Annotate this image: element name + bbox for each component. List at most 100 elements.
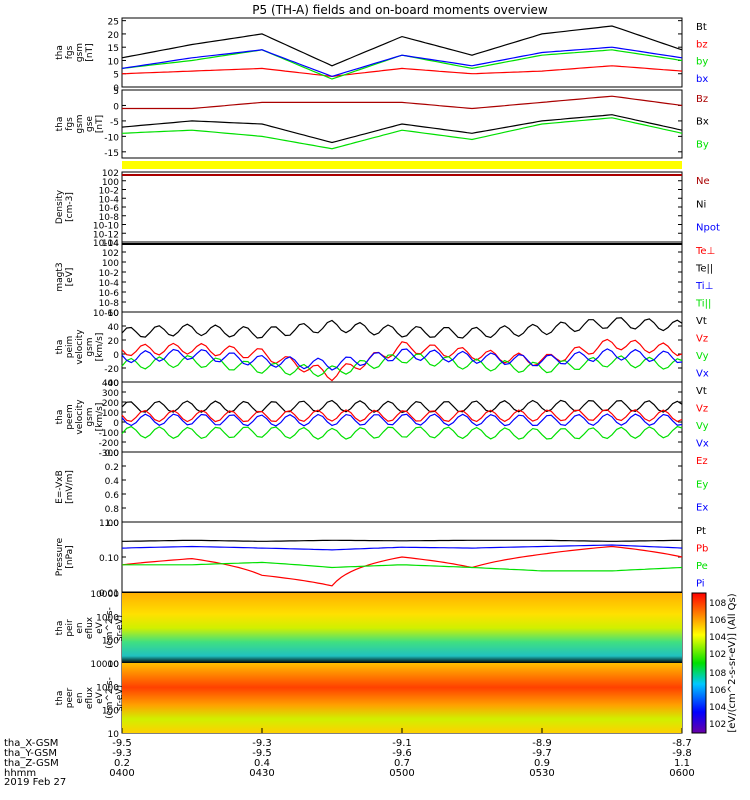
ytick-label: 100	[102, 409, 119, 419]
series-line-Vt	[121, 317, 683, 339]
legend-bz: bz	[696, 39, 708, 50]
ytick-label: 10-2	[99, 187, 119, 197]
ylabel-line: magt3	[55, 262, 65, 291]
series-line-Pb	[121, 545, 683, 587]
ylabel-line: [nPa]	[65, 545, 75, 568]
legend-Vz: Vz	[696, 404, 708, 415]
ytick-label: 1000	[96, 683, 119, 693]
ytick-label: 100	[102, 637, 119, 647]
ylabel-line: [km/s]	[95, 333, 105, 362]
colorbar-tick-upper: 104	[709, 633, 726, 643]
panel-frame	[121, 451, 683, 523]
ylabel-line: tha	[55, 45, 65, 60]
ytick-label: 102	[102, 249, 119, 259]
series-line-Bz	[122, 95, 683, 110]
ytick-label: 10	[108, 57, 120, 67]
legend-Pe: Pe	[696, 561, 708, 572]
ytick-label: 10000	[90, 590, 119, 600]
legend-by: by	[696, 57, 708, 68]
legend-Vy: Vy	[696, 351, 709, 362]
legend-Ne: Ne	[696, 176, 710, 187]
ylabel-line: Density	[55, 189, 65, 224]
timeaxis-value: -9.7	[532, 748, 552, 759]
ytick-label: 10	[108, 730, 120, 740]
ytick-label: 40	[108, 323, 120, 333]
ylabel-line: fgs	[65, 45, 75, 59]
ytick-label: 10-6	[99, 204, 120, 214]
ylabel-line: eflux	[85, 686, 95, 709]
ylabel-line: en	[75, 692, 85, 703]
ytick-label: 1.00	[99, 519, 119, 529]
ylabel-line: peem	[65, 404, 75, 430]
series-line-Vy	[121, 353, 683, 378]
timeaxis-value: -9.3	[112, 748, 132, 759]
ylabel-line: (cm^2-s-	[105, 677, 115, 719]
series-line-Vx	[121, 348, 683, 371]
timeaxis-value: -9.5	[252, 748, 272, 759]
timeaxis-value: 0500	[389, 768, 414, 779]
legend-Pb: Pb	[696, 544, 708, 555]
timeaxis-row-label: tha_X-GSM	[4, 738, 58, 749]
legend-Ex: Ex	[696, 503, 708, 514]
ytick-label: 5	[113, 71, 119, 81]
legend-Pi: Pi	[696, 579, 705, 590]
ylabel-line: tha	[55, 621, 65, 636]
legend-Bt: Bt	[696, 22, 707, 33]
legend-Pt: Pt	[696, 526, 706, 537]
ytick-label: 100	[102, 707, 119, 717]
ytick-label: 1.0	[105, 519, 120, 529]
ylabel-line: sr-eV)	[115, 685, 125, 711]
timeaxis-value: -9.1	[392, 738, 412, 749]
spec-ion-fill	[122, 593, 682, 663]
panel-frame	[121, 89, 683, 159]
timeaxis-value: -8.7	[672, 738, 692, 749]
timeaxis-value: -8.9	[532, 738, 552, 749]
ytick-label: -200	[99, 439, 120, 449]
ylabel-line: gsm	[75, 114, 85, 133]
ytick-label: 15	[108, 44, 119, 54]
series-line-Pi	[121, 544, 683, 551]
legend-Vt: Vt	[696, 386, 707, 397]
colorbar-tick-lower: 104	[709, 703, 726, 713]
ytick-label: 10-14	[93, 239, 119, 249]
ytick-label: 10-6	[99, 289, 120, 299]
ytick-label: 100	[102, 178, 119, 188]
legend-Bz: Bz	[696, 94, 708, 105]
series-line-bz	[121, 65, 683, 78]
ytick-label: 0.4	[105, 477, 120, 487]
series-line-Vy	[121, 425, 683, 440]
ytick-label: 60	[108, 309, 120, 319]
colorbar-tick-lower: 108	[709, 669, 726, 679]
ylabel-line: velocity	[75, 329, 85, 365]
ytick-label: -15	[104, 149, 119, 159]
ylabel-line: eV	[95, 621, 105, 634]
spectrogram-electron	[122, 663, 682, 733]
ytick-label: 0	[113, 84, 119, 94]
ytick-label: 10-4	[99, 279, 120, 289]
series-line-Bx	[121, 114, 683, 144]
ytick-label: 0	[113, 351, 119, 361]
ytick-label: 10-10	[93, 309, 119, 319]
ylabel-line: [cm-3]	[65, 192, 75, 222]
timeaxis-value: 0400	[109, 768, 134, 779]
legend-Npot: Npot	[696, 223, 720, 234]
ytick-label: 25	[108, 18, 119, 28]
timeaxis-value: 0600	[669, 768, 694, 779]
legend-Ti⊥: Ti⊥	[695, 281, 713, 292]
series-line-By	[121, 117, 683, 150]
legend-Bx: Bx	[696, 117, 709, 128]
ytick-label: 0.6	[105, 491, 120, 501]
timeaxis-value: 0.9	[534, 758, 550, 769]
timeaxis-value: -9.8	[672, 748, 692, 759]
ylabel-line: E=-VxB	[55, 470, 65, 504]
ylabel-line: [eV]	[65, 268, 75, 287]
series-line-Bt	[121, 25, 683, 67]
legend-By: By	[696, 139, 709, 150]
legend-Ez: Ez	[696, 456, 708, 467]
spectrogram-ion	[122, 593, 682, 663]
ylabel-line: sr-eV)	[115, 615, 125, 641]
ytick-label: -5	[110, 118, 119, 128]
